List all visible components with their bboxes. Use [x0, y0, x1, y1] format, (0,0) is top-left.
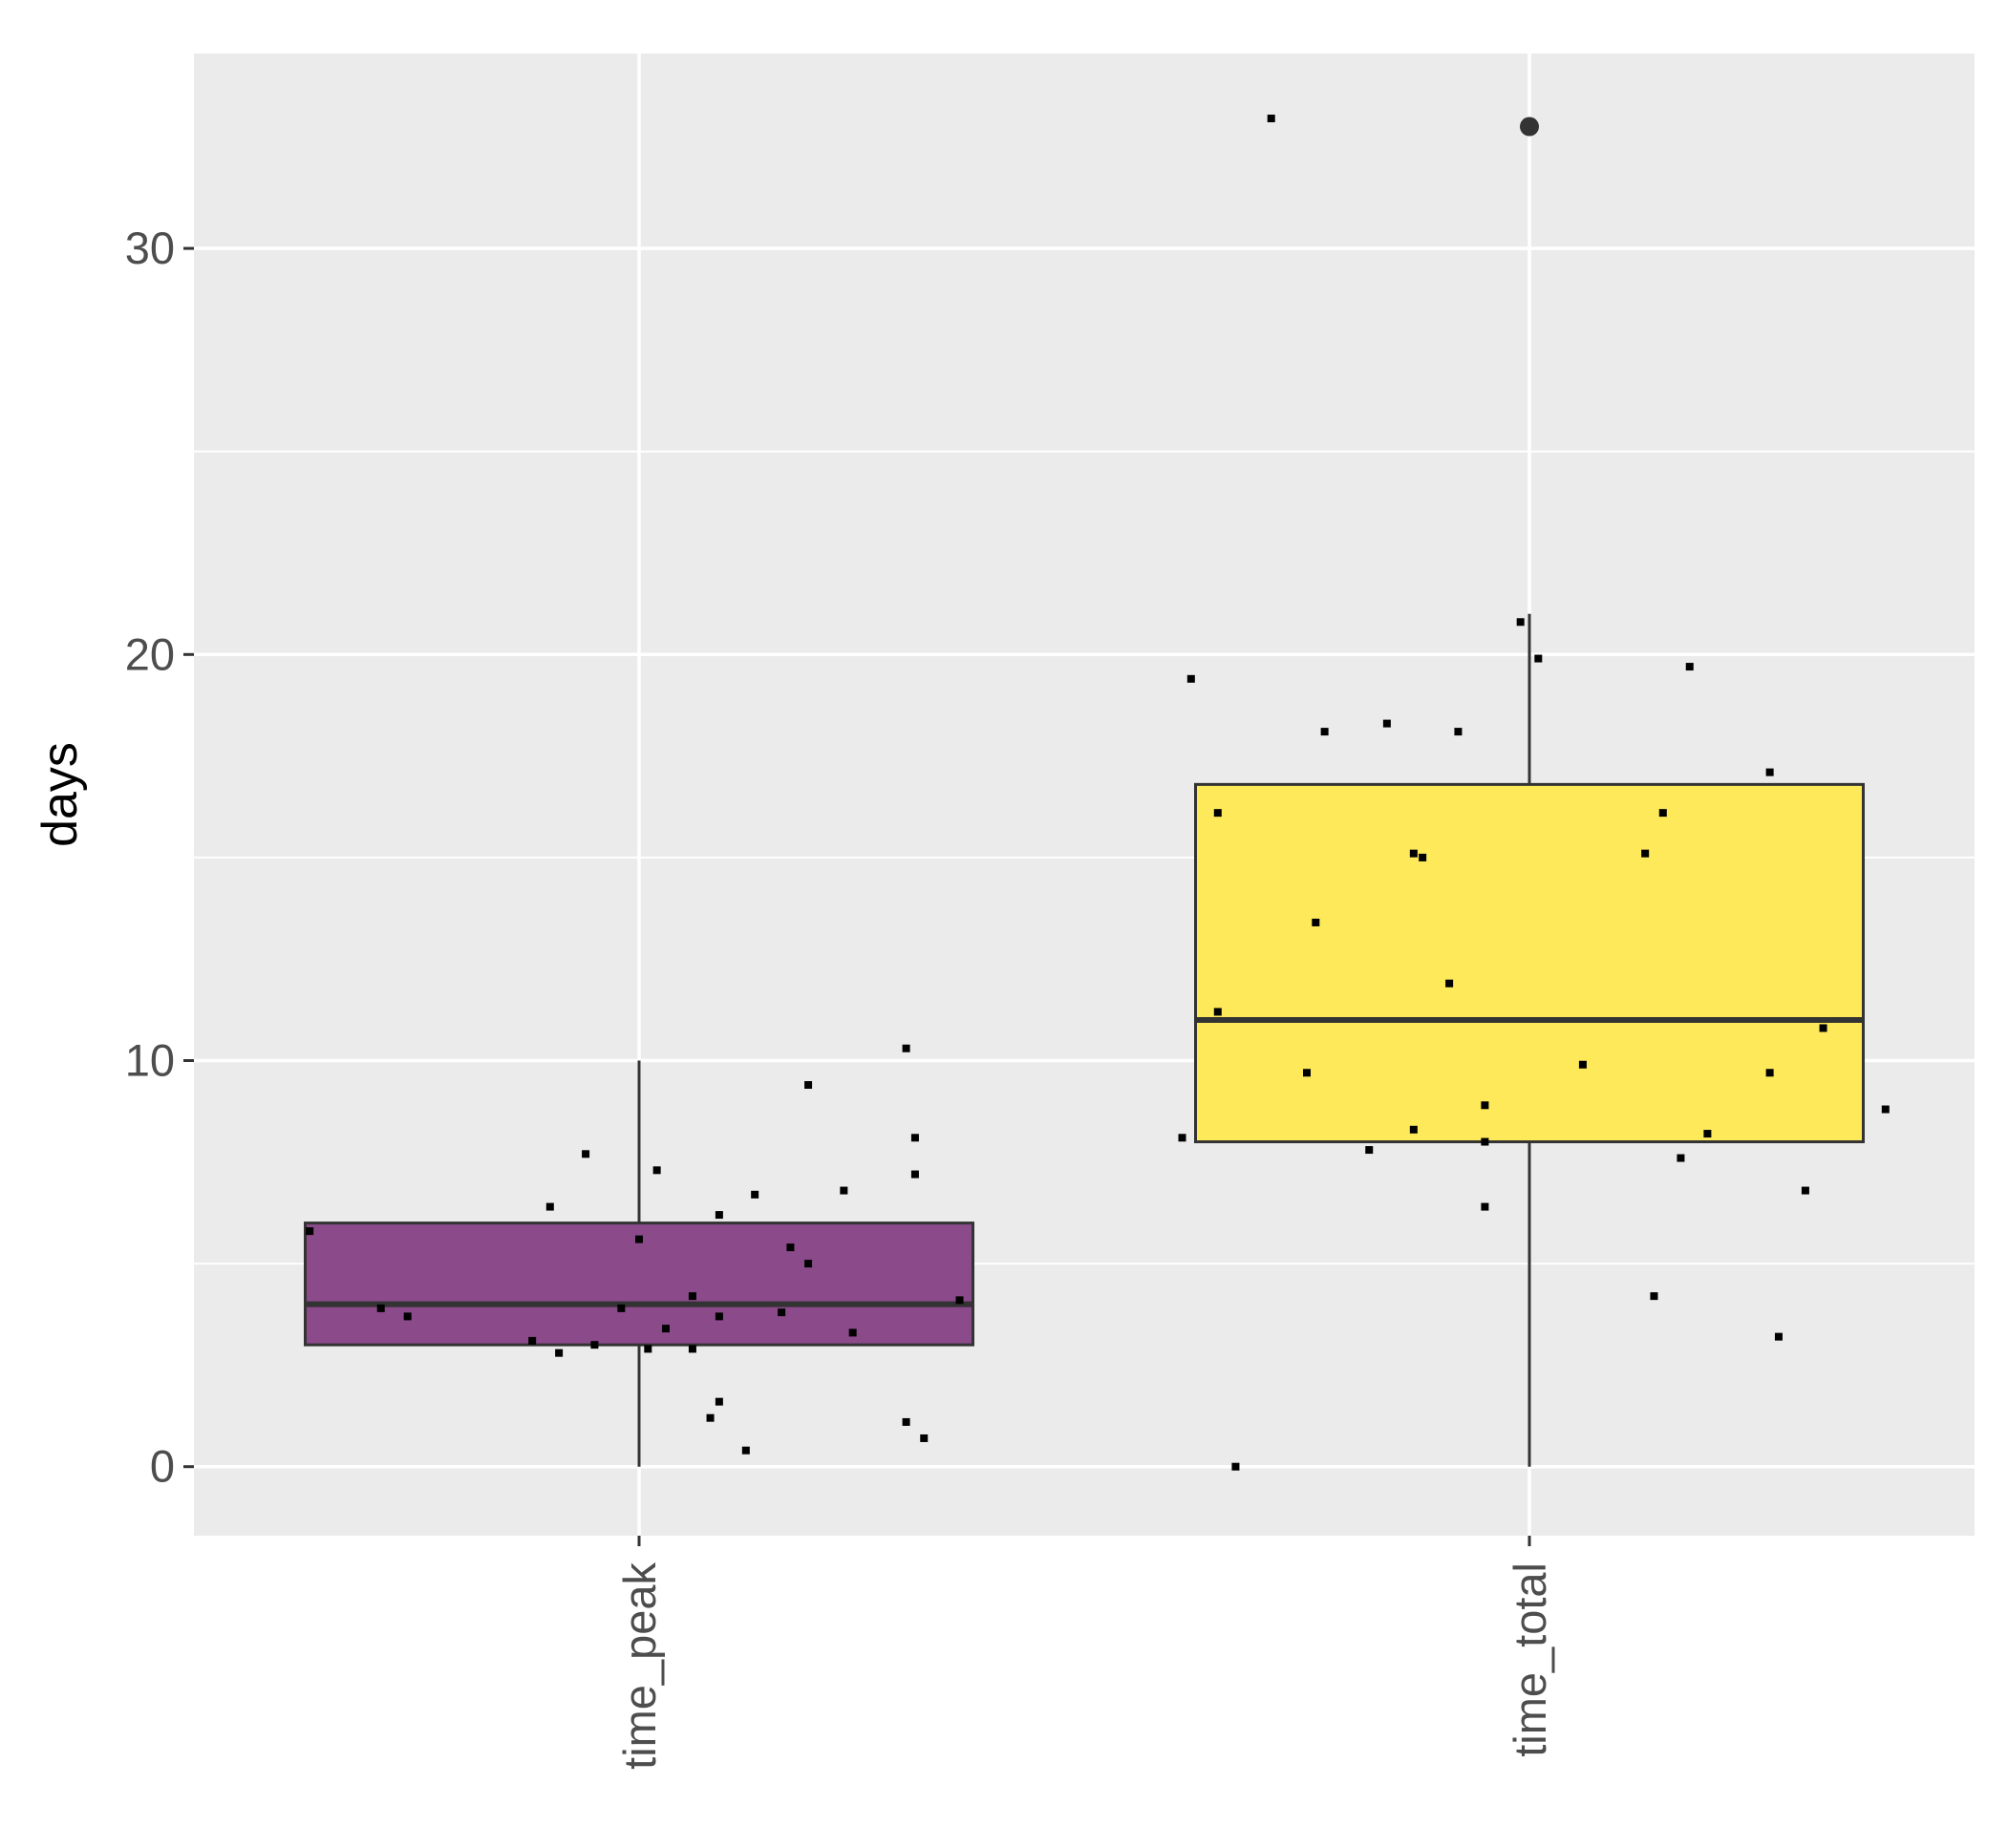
- data-point: [1267, 115, 1275, 123]
- box-time_total: [1194, 782, 1865, 1144]
- data-point: [910, 1134, 919, 1142]
- data-point: [545, 1202, 554, 1211]
- data-point: [955, 1296, 964, 1305]
- y-tick-label: 10: [125, 1035, 175, 1086]
- data-point: [1801, 1186, 1809, 1195]
- data-point: [1481, 1101, 1489, 1110]
- data-point: [1419, 853, 1427, 861]
- data-point: [688, 1345, 696, 1353]
- data-point: [1677, 1154, 1685, 1162]
- data-point: [1765, 768, 1774, 776]
- data-point: [804, 1081, 813, 1090]
- data-point: [1320, 728, 1329, 736]
- data-point: [652, 1166, 661, 1175]
- data-point: [1409, 1125, 1418, 1134]
- data-point: [635, 1235, 643, 1243]
- data-point: [1303, 1069, 1311, 1077]
- data-point: [1765, 1069, 1774, 1077]
- data-point: [1481, 1202, 1489, 1211]
- data-point: [1481, 1137, 1489, 1146]
- data-point: [920, 1434, 929, 1442]
- data-point: [840, 1186, 848, 1195]
- data-point: [741, 1446, 750, 1455]
- data-point: [1658, 809, 1667, 818]
- outlier-point: [1520, 117, 1539, 137]
- data-point: [1534, 654, 1543, 663]
- data-point: [582, 1150, 590, 1158]
- data-point: [1774, 1332, 1783, 1341]
- boxes-layer: [304, 117, 1865, 1467]
- data-point: [715, 1397, 723, 1406]
- data-point: [1231, 1462, 1240, 1471]
- data-point: [1641, 849, 1650, 858]
- data-point: [1516, 618, 1525, 627]
- data-point: [555, 1349, 564, 1357]
- x-axis: time_peak time_total: [614, 1536, 1555, 1770]
- jitter-points-layer: [306, 115, 1890, 1471]
- data-point: [751, 1190, 759, 1199]
- x-tick-label: time_total: [1505, 1562, 1555, 1757]
- data-point: [688, 1292, 696, 1301]
- data-point: [1445, 979, 1454, 988]
- y-axis: 0 10 20 30: [125, 223, 194, 1492]
- y-tick-label: 20: [125, 628, 175, 679]
- data-point: [1819, 1024, 1827, 1032]
- y-tick-label: 0: [150, 1441, 175, 1492]
- data-point: [902, 1417, 910, 1426]
- data-point: [1454, 728, 1463, 736]
- box-time_peak: [304, 1221, 974, 1347]
- data-point: [706, 1413, 715, 1422]
- data-point: [1312, 918, 1320, 926]
- data-point: [306, 1227, 314, 1236]
- data-point: [786, 1243, 795, 1252]
- y-tick-label: 30: [125, 223, 175, 273]
- data-point: [528, 1336, 537, 1345]
- data-point: [1578, 1060, 1587, 1069]
- data-point: [715, 1312, 723, 1321]
- data-point: [1881, 1105, 1890, 1114]
- data-point: [403, 1312, 412, 1321]
- data-point: [644, 1345, 652, 1353]
- data-point: [661, 1325, 670, 1333]
- data-point: [617, 1304, 626, 1312]
- data-point: [1213, 809, 1222, 818]
- data-point: [1178, 1134, 1186, 1142]
- data-point: [848, 1328, 857, 1337]
- data-point: [804, 1260, 813, 1268]
- data-point: [1382, 719, 1391, 728]
- data-point: [1409, 849, 1418, 858]
- y-axis-title: days: [32, 742, 88, 847]
- data-point: [1365, 1146, 1374, 1155]
- data-point: [376, 1304, 385, 1312]
- data-point: [1703, 1130, 1712, 1138]
- data-point: [778, 1308, 786, 1317]
- data-point: [715, 1211, 723, 1220]
- data-point: [902, 1044, 910, 1052]
- data-point: [590, 1341, 599, 1349]
- data-point: [1650, 1292, 1658, 1301]
- data-point: [1186, 674, 1195, 683]
- data-point: [1685, 663, 1694, 671]
- data-point: [910, 1170, 919, 1179]
- x-tick-label: time_peak: [614, 1562, 665, 1770]
- data-point: [1213, 1008, 1222, 1016]
